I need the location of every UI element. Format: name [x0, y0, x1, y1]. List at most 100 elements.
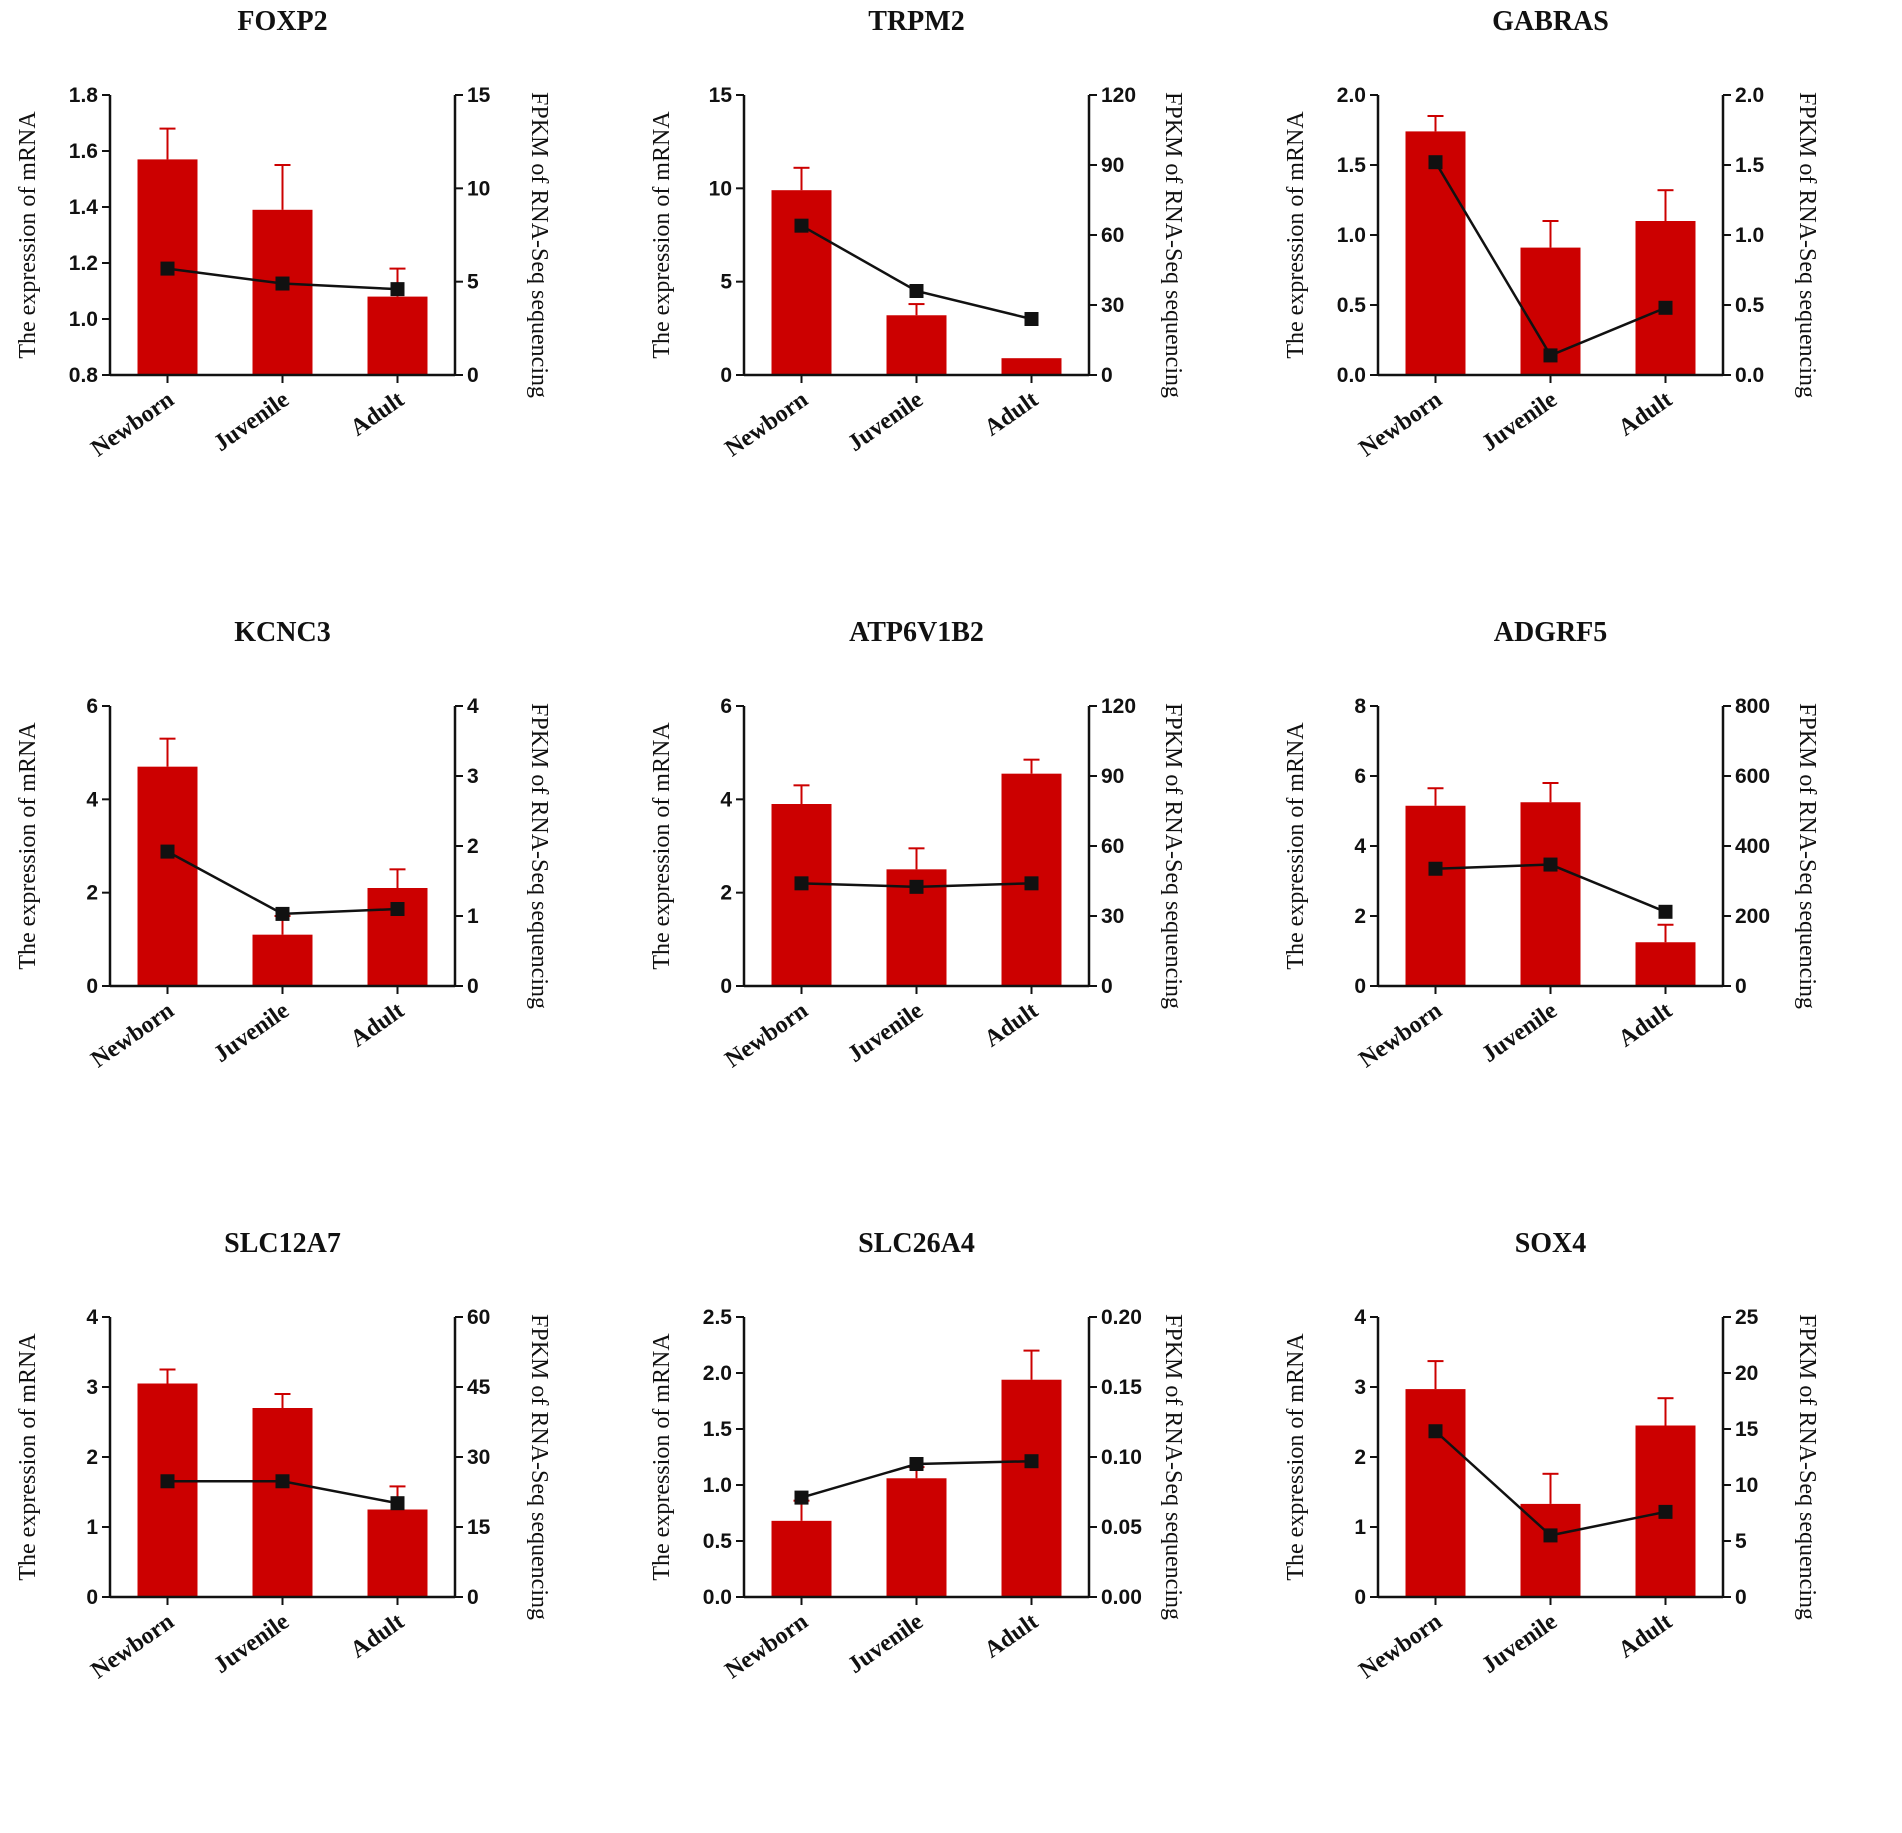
- left-axis-title: The expression of mRNA: [649, 1333, 675, 1581]
- chart-title: KCNC3: [234, 617, 330, 648]
- x-tick-label-juvenile: Juvenile: [1477, 997, 1562, 1067]
- bar-adult: [367, 1509, 428, 1597]
- right-tick-label: 0: [1101, 975, 1113, 998]
- left-tick-label: 4: [1354, 835, 1366, 858]
- right-tick-label: 200: [1735, 905, 1770, 928]
- left-tick-label: 8: [1354, 695, 1366, 718]
- bar-newborn: [1405, 131, 1466, 375]
- x-tick-label-adult: Adult: [346, 387, 409, 442]
- right-tick-label: 600: [1735, 765, 1770, 788]
- fpkm-point-newborn: [794, 218, 809, 233]
- left-tick-label: 3: [86, 1376, 98, 1399]
- left-tick-label: 10: [709, 177, 732, 200]
- right-axis-title: FPKM of RNA-Seq sequencing: [1160, 703, 1186, 1009]
- bar-juvenile: [252, 209, 313, 375]
- chart-svg: KCNC3 0 2 4 6 0 1 2 3 4 Newborn Juvenile Adult The ex…: [15, 617, 552, 1074]
- right-tick-label: 3: [467, 765, 479, 788]
- x-tick-label-adult: Adult: [346, 1609, 409, 1664]
- right-tick-label: 90: [1101, 765, 1124, 788]
- x-tick-label-adult: Adult: [1614, 998, 1677, 1053]
- left-axis-title: The expression of mRNA: [15, 111, 41, 359]
- x-tick-label-adult: Adult: [1614, 387, 1677, 442]
- bar-juvenile: [252, 934, 313, 986]
- x-tick-label-newborn: Newborn: [720, 998, 812, 1074]
- chart-svg: SOX4 0 1 2 3 4 0 5 10 15 20 25 Newborn Juvenile Adult T…: [1283, 1228, 1820, 1684]
- right-tick-label: 1.0: [1735, 224, 1764, 247]
- right-tick-label: 0.20: [1101, 1306, 1142, 1329]
- right-tick-label: 1: [467, 905, 479, 928]
- chart-svg: FOXP2 0.8 1.0 1.2 1.4 1.6 1.8 0 5 10 15 Newborn Juve…: [15, 6, 552, 462]
- left-tick-label: 4: [86, 1306, 98, 1329]
- right-tick-label: 10: [467, 177, 490, 200]
- bar-adult: [1001, 358, 1062, 375]
- chart-title: ATP6V1B2: [849, 617, 984, 648]
- x-tick-label-newborn: Newborn: [1354, 387, 1446, 463]
- right-tick-label: 30: [467, 1446, 490, 1469]
- fpkm-line: [166, 850, 398, 916]
- x-tick-label-juvenile: Juvenile: [1477, 386, 1562, 456]
- x-tick-label-adult: Adult: [346, 998, 409, 1053]
- bar-juvenile: [1520, 1503, 1581, 1597]
- x-tick-label-newborn: Newborn: [720, 1609, 812, 1685]
- fpkm-point-juvenile: [909, 1457, 924, 1471]
- right-tick-label: 2.0: [1735, 84, 1764, 107]
- right-tick-label: 1.5: [1735, 154, 1765, 177]
- right-tick-label: 0.10: [1101, 1446, 1142, 1469]
- left-tick-label: 0: [86, 1586, 98, 1609]
- right-tick-label: 0.00: [1101, 1586, 1142, 1609]
- right-tick-label: 0: [467, 1586, 479, 1609]
- chart-svg: ADGRF5 0 2 4 6 8 0 200 400 600 800 Newborn Juvenile A…: [1283, 617, 1820, 1074]
- fpkm-point-newborn: [160, 1474, 175, 1489]
- fpkm-point-adult: [1658, 1504, 1673, 1519]
- left-tick-label: 0.8: [69, 364, 99, 387]
- bar-juvenile: [886, 1478, 947, 1597]
- x-tick-label-newborn: Newborn: [86, 998, 178, 1074]
- chart-panel-kcnc3: KCNC3 0 2 4 6 0 1 2 3 4 Newborn Juvenile Adult The ex…: [0, 611, 634, 1222]
- fpkm-point-juvenile: [1543, 1528, 1558, 1543]
- left-tick-label: 2.0: [1337, 84, 1366, 107]
- right-axis-title: FPKM of RNA-Seq sequencing: [1160, 92, 1186, 398]
- x-tick-label-juvenile: Juvenile: [209, 386, 294, 456]
- chart-svg: TRPM2 0 5 10 15 0 30 60 90 120 Newborn Juvenile Adul…: [649, 6, 1186, 463]
- fpkm-point-adult: [390, 282, 405, 297]
- right-tick-label: 120: [1101, 695, 1136, 718]
- right-axis-title: FPKM of RNA-Seq sequencing: [1794, 92, 1820, 398]
- right-tick-label: 5: [1735, 1530, 1747, 1553]
- left-axis-title: The expression of mRNA: [15, 722, 41, 970]
- chart-panel-gabras: GABRAS 0.0 0.5 1.0 1.5 2.0 0.0 0.5 1.0 1.5 2.0 Newb…: [1268, 0, 1902, 611]
- right-tick-label: 0.0: [1735, 364, 1764, 387]
- right-axis-title: FPKM of RNA-Seq sequencing: [526, 1314, 552, 1620]
- x-tick-label-juvenile: Juvenile: [843, 1608, 928, 1678]
- left-tick-label: 5: [720, 271, 732, 294]
- right-axis-title: FPKM of RNA-Seq sequencing: [1794, 1314, 1820, 1620]
- left-tick-label: 1.6: [69, 140, 98, 163]
- x-tick-label-newborn: Newborn: [1354, 998, 1446, 1074]
- x-tick-label-juvenile: Juvenile: [1477, 1608, 1562, 1678]
- x-tick-label-newborn: Newborn: [720, 387, 812, 463]
- fpkm-point-juvenile: [909, 879, 924, 894]
- chart-panel-trpm2: TRPM2 0 5 10 15 0 30 60 90 120 Newborn Juvenile Adul…: [634, 0, 1268, 611]
- right-tick-label: 0.05: [1101, 1516, 1142, 1539]
- fpkm-point-juvenile: [1543, 857, 1558, 872]
- fpkm-point-juvenile: [909, 284, 924, 298]
- x-tick-label-juvenile: Juvenile: [209, 1608, 294, 1678]
- fpkm-point-newborn: [794, 876, 809, 891]
- fpkm-point-newborn: [160, 261, 175, 276]
- chart-title: ADGRF5: [1494, 617, 1608, 648]
- left-tick-label: 4: [1354, 1306, 1366, 1329]
- right-tick-label: 60: [1101, 835, 1124, 858]
- right-tick-label: 120: [1101, 84, 1136, 107]
- left-axis-title: The expression of mRNA: [15, 1333, 41, 1581]
- fpkm-point-adult: [390, 902, 405, 916]
- fpkm-point-adult: [1658, 300, 1673, 315]
- left-tick-label: 6: [720, 695, 732, 718]
- chart-title: FOXP2: [237, 6, 327, 37]
- left-tick-label: 2: [1354, 905, 1366, 928]
- left-axis-title: The expression of mRNA: [1283, 1333, 1309, 1581]
- fpkm-point-newborn: [1428, 1424, 1443, 1439]
- left-tick-label: 1.0: [1337, 224, 1366, 247]
- fpkm-point-adult: [1658, 904, 1673, 919]
- chart-panel-adgrf5: ADGRF5 0 2 4 6 8 0 200 400 600 800 Newborn Juvenile A…: [1268, 611, 1902, 1222]
- x-tick-label-adult: Adult: [1614, 1609, 1677, 1664]
- left-tick-label: 0.5: [703, 1530, 733, 1553]
